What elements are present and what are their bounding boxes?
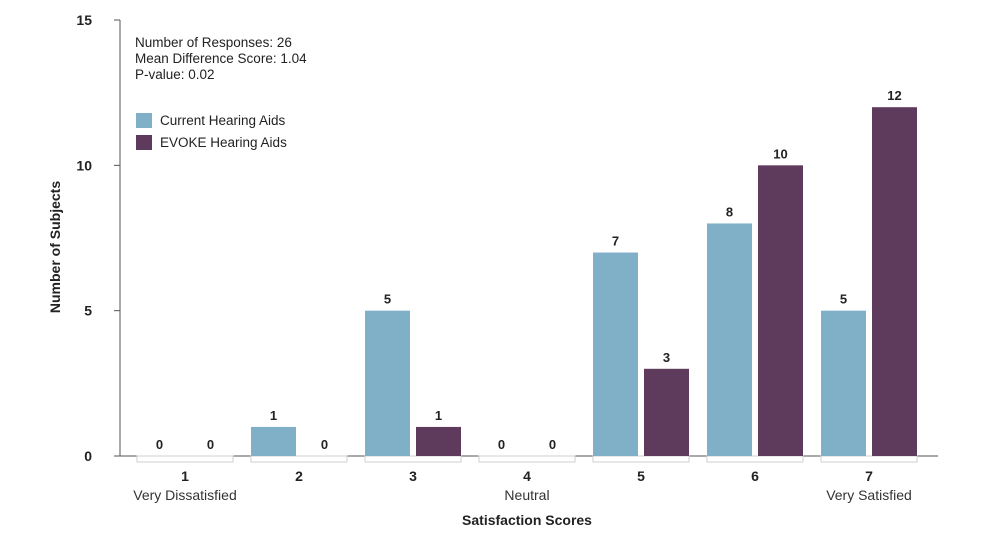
annotation-mean-difference: Mean Difference Score: 1.04: [135, 51, 307, 66]
category-bracket: [592, 455, 690, 463]
bar-value-label: 1: [435, 408, 442, 423]
x-tick-label: 2: [295, 468, 303, 484]
y-tick-label: 15: [76, 12, 92, 28]
bar-group: [251, 107, 917, 457]
category-bracket: [706, 455, 804, 463]
x-tick-label: 1: [181, 468, 189, 484]
category-bracket: [820, 455, 918, 463]
bar-evoke: [872, 107, 917, 456]
bar-value-label: 8: [726, 204, 733, 219]
bar-value-label: 0: [549, 437, 556, 452]
x-tick-label: 6: [751, 468, 759, 484]
y-axis-title: Number of Subjects: [47, 181, 63, 313]
x-tick-label: 7: [865, 468, 873, 484]
legend-label-evoke: EVOKE Hearing Aids: [160, 135, 287, 150]
category-bracket: [478, 455, 576, 463]
y-tick-label: 5: [84, 303, 92, 319]
legend-label-current: Current Hearing Aids: [160, 113, 286, 128]
annotation-p-value: P-value: 0.02: [135, 67, 215, 82]
legend-swatch-current: [136, 113, 152, 128]
bar-value-label: 5: [840, 292, 847, 307]
bar-value-label: 5: [384, 292, 391, 307]
x-tick-label: 5: [637, 468, 645, 484]
bar-value-label: 0: [498, 437, 505, 452]
x-tick-sublabel: Very Satisfied: [826, 487, 912, 503]
x-tick-label: 3: [409, 468, 417, 484]
bar-value-label: 12: [887, 88, 901, 103]
bar-current: [251, 426, 296, 456]
bar-current: [593, 252, 638, 456]
bar-value-label: 3: [663, 350, 670, 365]
category-bracket: [250, 455, 348, 463]
legend-swatch-evoke: [136, 135, 152, 150]
annotation-responses: Number of Responses: 26: [135, 35, 292, 50]
y-tick-label: 10: [76, 157, 92, 173]
bar-value-label: 0: [321, 437, 328, 452]
bar-value-label: 0: [156, 437, 163, 452]
legend: Current Hearing Aids EVOKE Hearing Aids: [136, 113, 287, 150]
bar-value-label: 0: [207, 437, 214, 452]
x-axis-title: Satisfaction Scores: [462, 512, 592, 528]
bar-value-label: 10: [773, 146, 787, 161]
bar-evoke: [758, 165, 803, 457]
bar-current: [707, 223, 752, 456]
bar-value-label: 7: [612, 234, 619, 249]
bar-evoke: [644, 368, 689, 456]
bar-current: [821, 310, 866, 456]
bar-value-label: 1: [270, 408, 277, 423]
category-bracket: [136, 455, 234, 463]
y-tick-label: 0: [84, 448, 92, 464]
category-bracket: [364, 455, 462, 463]
bar-current: [365, 310, 410, 456]
x-tick-label: 4: [523, 468, 531, 484]
x-tick-sublabel: Neutral: [504, 487, 549, 503]
x-tick-sublabel: Very Dissatisfied: [133, 487, 236, 503]
bar-evoke: [416, 426, 461, 456]
